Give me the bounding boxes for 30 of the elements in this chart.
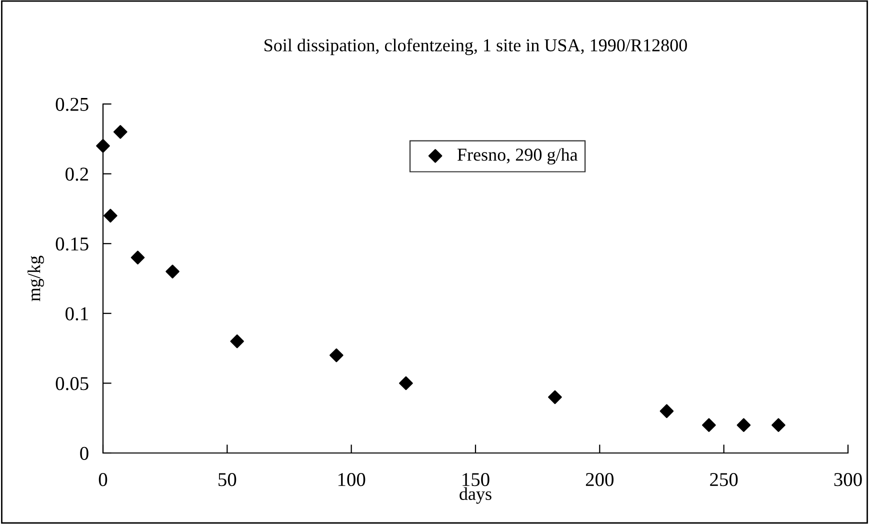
y-tick-label: 0.2 <box>66 168 88 181</box>
x-tick-label: 250 <box>710 473 738 486</box>
point <box>660 404 674 418</box>
point <box>113 125 128 139</box>
point <box>548 390 562 404</box>
x-tick-label: 50 <box>218 473 236 486</box>
x-tick-label: 0 <box>98 473 108 486</box>
y-tick-label: 0.05 <box>56 377 88 390</box>
y-tick-label: 0.25 <box>56 98 88 112</box>
point <box>702 418 716 432</box>
point <box>399 376 413 390</box>
point <box>130 250 145 264</box>
x-axis-title: days <box>460 487 492 504</box>
x-tick-label: 300 <box>834 473 862 486</box>
legend-label: Fresno, 290 g/ha <box>457 148 578 165</box>
point <box>104 208 118 223</box>
point <box>736 418 751 432</box>
x-tick-label: 100 <box>338 473 366 486</box>
x-tick-label: 150 <box>462 473 490 486</box>
y-tick-label: 0 <box>80 446 88 460</box>
y-axis-title: mg/kg <box>28 256 44 302</box>
point <box>772 418 786 432</box>
y-tick-label: 0.15 <box>56 237 88 251</box>
y-tick-label: 0.1 <box>66 307 88 320</box>
point <box>230 334 244 348</box>
chart-title: Soil dissipation, clofentzeing, 1 site in USA, 1990/R12800 <box>264 38 687 56</box>
point <box>330 348 344 362</box>
x-tick-label: 200 <box>586 473 614 486</box>
point <box>96 138 110 153</box>
point <box>166 264 180 278</box>
